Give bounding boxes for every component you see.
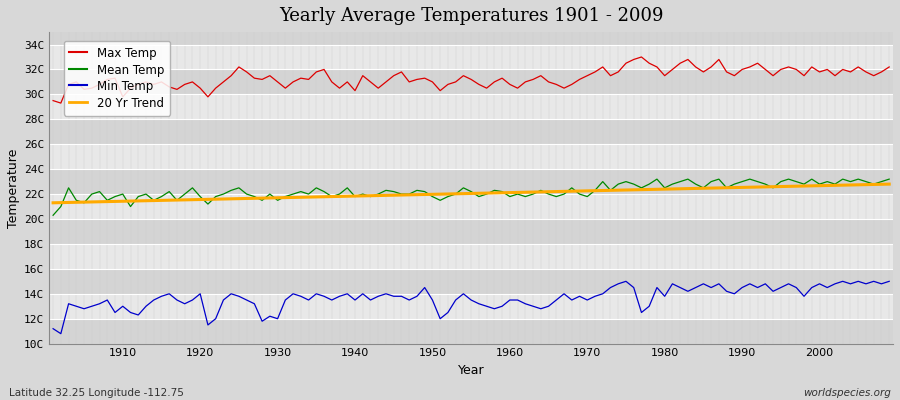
Bar [50, 194, 893, 219]
Y-axis label: Temperature: Temperature [7, 148, 20, 228]
X-axis label: Year: Year [458, 364, 484, 377]
Legend: Max Temp, Mean Temp, Min Temp, 20 Yr Trend: Max Temp, Mean Temp, Min Temp, 20 Yr Tre… [64, 41, 170, 116]
Bar [50, 244, 893, 269]
Bar [50, 70, 893, 94]
Bar [50, 319, 893, 344]
Bar [50, 294, 893, 319]
Text: Latitude 32.25 Longitude -112.75: Latitude 32.25 Longitude -112.75 [9, 388, 184, 398]
Bar [50, 44, 893, 70]
Bar [50, 219, 893, 244]
Bar [50, 269, 893, 294]
Bar [50, 169, 893, 194]
Bar [50, 94, 893, 119]
Bar [50, 32, 893, 44]
Bar [50, 119, 893, 144]
Title: Yearly Average Temperatures 1901 - 2009: Yearly Average Temperatures 1901 - 2009 [279, 7, 663, 25]
Text: worldspecies.org: worldspecies.org [803, 388, 891, 398]
Bar [50, 144, 893, 169]
